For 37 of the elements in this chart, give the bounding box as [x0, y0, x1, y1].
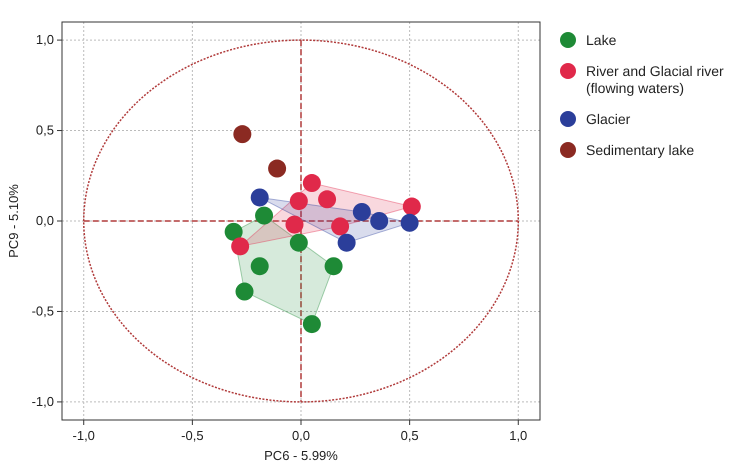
- y-tick-label: -1,0: [32, 394, 54, 409]
- legend-label: Lake: [586, 32, 617, 48]
- point: [338, 234, 356, 252]
- point: [324, 257, 343, 276]
- point: [352, 202, 371, 221]
- point: [318, 190, 336, 208]
- point: [302, 174, 321, 192]
- legend-label: Sedimentary lake: [586, 142, 694, 158]
- point: [268, 160, 286, 178]
- point: [400, 214, 419, 232]
- point: [290, 234, 308, 252]
- y-tick-label: 1,0: [36, 32, 54, 48]
- point: [250, 257, 269, 276]
- legend-label: River and Glacial river (flowing waters): [586, 63, 724, 96]
- x-tick-label: 0,5: [400, 428, 419, 443]
- x-tick-label: 0,0: [292, 428, 310, 443]
- y-tick-label: 0,0: [36, 213, 54, 228]
- point: [250, 188, 269, 206]
- point: [231, 237, 250, 256]
- point: [302, 315, 321, 334]
- point: [402, 198, 421, 216]
- point: [285, 216, 304, 234]
- point: [224, 222, 243, 241]
- point: [290, 192, 308, 210]
- point: [370, 212, 388, 230]
- x-tick-label: -0,5: [181, 428, 204, 443]
- y-tick-label: -0,5: [32, 303, 54, 318]
- x-axis-title: PC6 - 5.99%: [264, 448, 338, 463]
- y-tick-label: 0,5: [36, 122, 54, 138]
- point: [331, 217, 350, 236]
- x-tick-label: -1,0: [72, 428, 95, 443]
- point: [233, 125, 252, 144]
- point: [255, 206, 274, 225]
- x-tick-label: 1,0: [509, 428, 528, 443]
- y-axis-title: PC9 - 5.10%: [6, 184, 21, 258]
- point: [236, 282, 254, 301]
- legend-label: Glacier: [586, 111, 631, 127]
